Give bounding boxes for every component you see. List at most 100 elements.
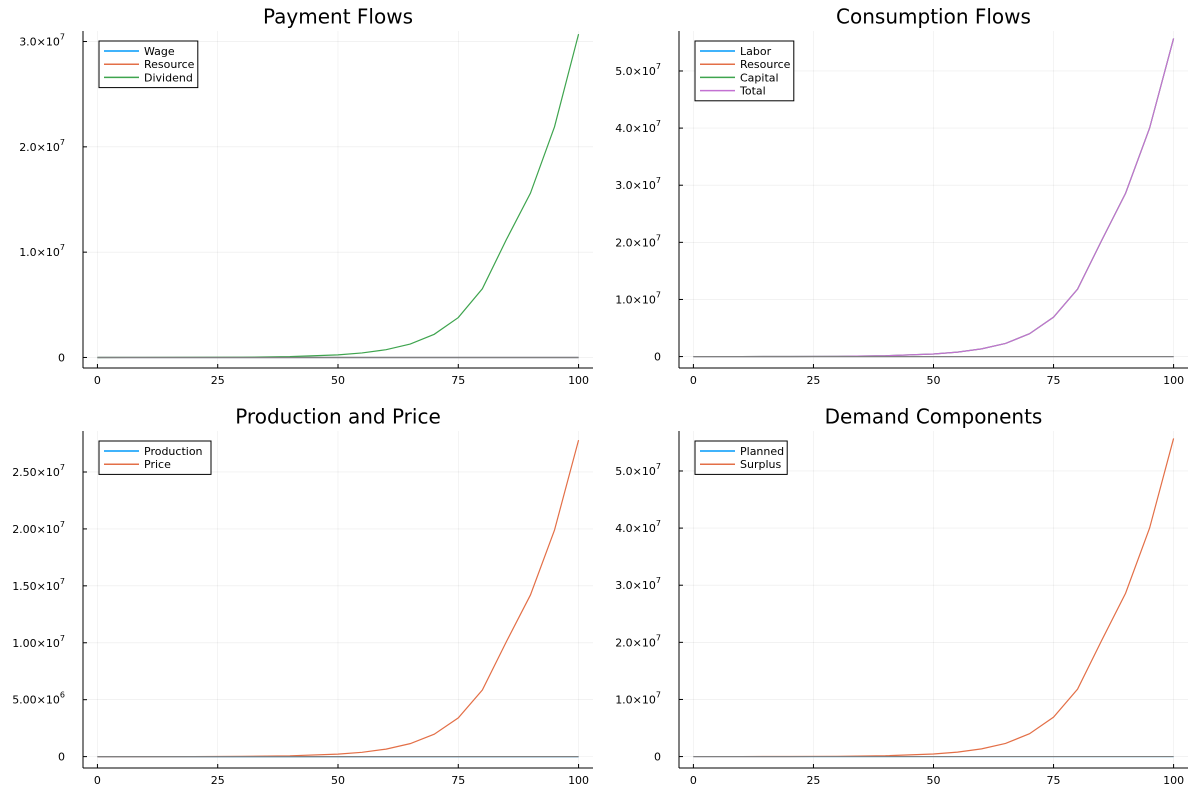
- y-tick-label: 3.0×107: [615, 576, 661, 592]
- x-tick-label: 75: [451, 774, 465, 787]
- y-tick-label: 5.0×107: [615, 62, 661, 78]
- x-tick-label: 0: [690, 374, 697, 387]
- legend-label: Capital: [740, 71, 779, 84]
- chart-title: Consumption Flows: [836, 5, 1031, 29]
- y-tick-label: 2.00×107: [12, 520, 65, 536]
- x-tick-label: 50: [927, 374, 941, 387]
- y-tick-base: 1.00×10: [12, 637, 60, 650]
- legend-label: Production: [144, 445, 203, 458]
- x-tick-label: 0: [690, 774, 697, 787]
- y-tick-exponent: 7: [656, 119, 661, 128]
- x-tick-label: 75: [1047, 774, 1061, 787]
- x-tick-label: 100: [1163, 374, 1184, 387]
- y-tick-base: 0: [58, 751, 65, 764]
- legend-label: Resource: [144, 58, 195, 71]
- legend-label: Dividend: [144, 71, 193, 84]
- y-tick-label: 0: [58, 351, 65, 364]
- y-tick-exponent: 7: [60, 33, 65, 42]
- y-tick-label: 0: [58, 751, 65, 764]
- y-tick-base: 3.0×10: [615, 579, 656, 592]
- x-tick-label: 100: [568, 374, 589, 387]
- chart-title: Production and Price: [235, 405, 441, 429]
- x-tick-label: 0: [94, 774, 101, 787]
- y-tick-label: 1.0×107: [19, 243, 65, 259]
- y-tick-label: 5.0×107: [615, 462, 661, 478]
- y-tick-base: 2.50×10: [12, 466, 60, 479]
- y-tick-exponent: 7: [656, 519, 661, 528]
- y-tick-label: 2.50×107: [12, 463, 65, 479]
- y-tick-exponent: 7: [60, 520, 65, 529]
- y-tick-base: 1.0×10: [615, 693, 656, 706]
- y-tick-base: 3.0×10: [19, 36, 60, 49]
- y-tick-exponent: 7: [60, 634, 65, 643]
- x-tick-label: 75: [451, 374, 465, 387]
- x-tick-label: 0: [94, 374, 101, 387]
- legend-label: Price: [144, 458, 171, 471]
- x-tick-label: 50: [331, 374, 345, 387]
- y-tick-label: 0: [654, 351, 661, 364]
- y-tick-exponent: 7: [60, 463, 65, 472]
- legend-label: Labor: [740, 45, 772, 58]
- y-tick-base: 2.0×10: [615, 236, 656, 249]
- y-tick-base: 4.0×10: [615, 122, 656, 135]
- chart-title: Demand Components: [825, 405, 1043, 429]
- x-tick-label: 100: [1163, 774, 1184, 787]
- legend-label: Total: [739, 85, 766, 98]
- x-tick-label: 25: [211, 374, 225, 387]
- y-tick-label: 2.0×107: [615, 233, 661, 249]
- x-tick-label: 25: [211, 774, 225, 787]
- y-tick-label: 4.0×107: [615, 119, 661, 135]
- y-tick-exponent: 7: [656, 62, 661, 71]
- chart-panel: Production and Price 0 25 50 75 100 0 5.00×106 1…: [12, 405, 593, 787]
- chart-title: Payment Flows: [263, 5, 413, 29]
- y-tick-base: 0: [654, 351, 661, 364]
- y-tick-label: 5.00×106: [12, 691, 65, 707]
- y-tick-exponent: 7: [656, 233, 661, 242]
- legend-box: [694, 440, 788, 475]
- y-tick-base: 2.0×10: [615, 636, 656, 649]
- y-tick-base: 1.50×10: [12, 580, 60, 593]
- legend-label: Wage: [144, 45, 175, 58]
- y-tick-exponent: 7: [656, 290, 661, 299]
- y-tick-label: 1.50×107: [12, 577, 65, 593]
- y-tick-base: 2.00×10: [12, 523, 60, 536]
- y-tick-exponent: 7: [656, 633, 661, 642]
- y-tick-base: 2.0×10: [19, 141, 60, 154]
- y-tick-base: 0: [58, 351, 65, 364]
- y-tick-exponent: 7: [656, 576, 661, 585]
- x-tick-label: 25: [806, 374, 820, 387]
- legend-label: Planned: [740, 445, 784, 458]
- y-tick-exponent: 7: [60, 138, 65, 147]
- y-tick-base: 1.0×10: [19, 246, 60, 259]
- y-tick-exponent: 7: [656, 690, 661, 699]
- y-tick-label: 3.0×107: [615, 176, 661, 192]
- y-tick-label: 1.00×107: [12, 634, 65, 650]
- y-tick-exponent: 7: [60, 577, 65, 586]
- y-tick-base: 4.0×10: [615, 522, 656, 535]
- legend-box: [98, 440, 212, 475]
- y-tick-base: 1.0×10: [615, 293, 656, 306]
- y-tick-exponent: 7: [656, 462, 661, 471]
- y-tick-exponent: 7: [656, 176, 661, 185]
- y-tick-exponent: 7: [60, 243, 65, 252]
- y-tick-base: 5.0×10: [615, 65, 656, 78]
- y-tick-label: 4.0×107: [615, 519, 661, 535]
- y-tick-label: 1.0×107: [615, 690, 661, 706]
- y-tick-label: 3.0×107: [19, 33, 65, 49]
- y-tick-exponent: 6: [60, 691, 65, 700]
- y-tick-label: 2.0×107: [19, 138, 65, 154]
- y-tick-base: 0: [654, 751, 661, 764]
- y-tick-label: 1.0×107: [615, 290, 661, 306]
- y-tick-base: 5.00×10: [12, 694, 60, 707]
- y-tick-label: 0: [654, 751, 661, 764]
- x-tick-label: 100: [568, 774, 589, 787]
- x-tick-label: 50: [927, 774, 941, 787]
- x-tick-label: 25: [806, 774, 820, 787]
- legend-label: Resource: [740, 58, 791, 71]
- y-tick-label: 2.0×107: [615, 633, 661, 649]
- y-tick-base: 5.0×10: [615, 465, 656, 478]
